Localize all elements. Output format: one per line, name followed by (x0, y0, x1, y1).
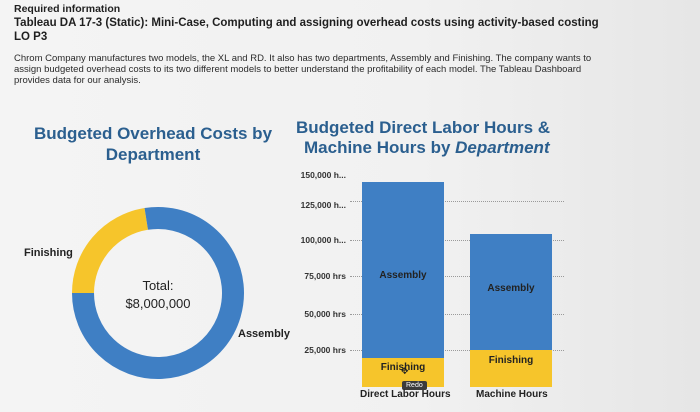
donut-slice-finishing (72, 208, 149, 294)
overhead-chart-title: Budgeted Overhead Costs by Department (33, 124, 273, 164)
hours-chart-title-line1: Budgeted Direct Labor Hours & (296, 118, 551, 137)
x-label-machine-hours: Machine Hours (476, 389, 548, 400)
y-tick-150k: 150,000 h... (300, 170, 346, 180)
question-description: Chrom Company manufactures two models, t… (14, 53, 592, 86)
hours-chart-title: Budgeted Direct Labor Hours & Machine Ho… (296, 118, 566, 158)
required-information-label: Required information (14, 3, 121, 15)
hours-chart-title-line2-emphasis: Department (455, 138, 550, 157)
x-label-direct-labor-hours: Direct Labor Hours (360, 389, 451, 400)
bar-label-dlh-finishing: Finishing (380, 362, 426, 373)
y-tick-25k: 25,000 hrs (304, 345, 346, 355)
mouse-cursor-icon: ✥ (401, 366, 409, 376)
gridline (350, 201, 564, 202)
donut-label-finishing: Finishing (24, 247, 73, 259)
bar-assembly-dlh (362, 182, 444, 358)
bar-label-mh-finishing: Finishing (488, 355, 534, 366)
bar-assembly-mh (470, 233, 552, 351)
hours-chart-title-line2: Machine Hours by Department (296, 138, 566, 158)
y-tick-50k: 50,000 hrs (304, 309, 346, 319)
donut-slice-assembly (72, 207, 244, 379)
question-title: Tableau DA 17-3 (Static): Mini-Case, Com… (14, 17, 599, 43)
gridline (350, 276, 564, 277)
gridline (350, 314, 564, 315)
bar-label-dlh-assembly: Assembly (379, 270, 427, 281)
donut-label-assembly: Assembly (238, 328, 290, 340)
donut-total: Total: $8,000,000 (108, 277, 208, 313)
donut-total-label: Total: (142, 278, 174, 293)
y-tick-75k: 75,000 hrs (304, 271, 346, 281)
redo-tooltip: Redo (402, 381, 427, 390)
donut-total-value: $8,000,000 (125, 296, 191, 311)
bar-label-mh-assembly: Assembly (487, 283, 535, 294)
y-tick-100k: 100,000 h... (300, 235, 346, 245)
hours-chart-title-line2-prefix: Machine Hours by (304, 138, 456, 157)
y-tick-125k: 125,000 h... (300, 200, 346, 210)
gridline (350, 240, 564, 241)
gridline (350, 350, 564, 351)
bar-finishing-mh (470, 350, 552, 387)
